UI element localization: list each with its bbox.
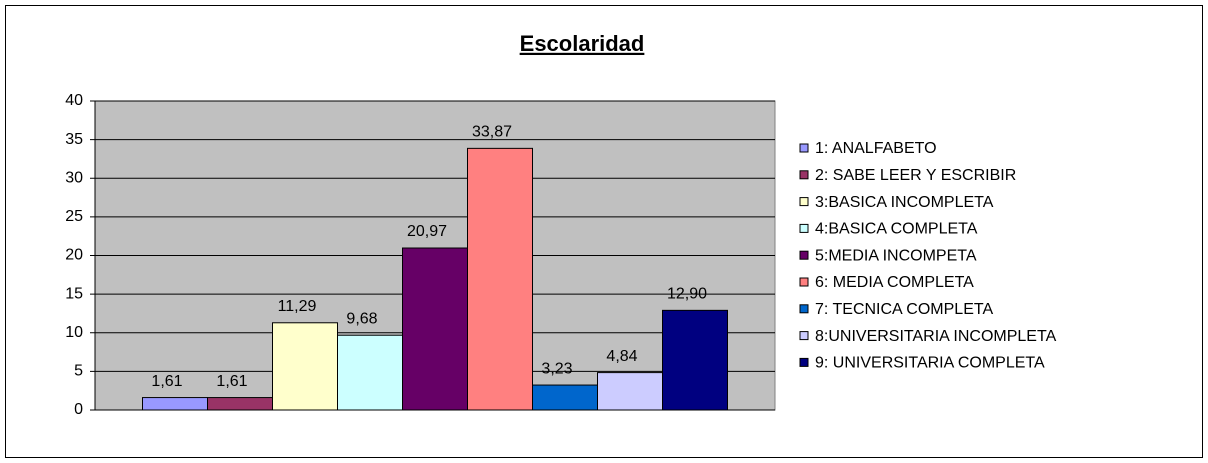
bar bbox=[272, 322, 338, 411]
legend-swatch bbox=[799, 197, 809, 207]
legend-label: 7: TECNICA COMPLETA bbox=[815, 301, 993, 318]
y-tick-label: 30 bbox=[65, 169, 83, 186]
data-label: 1,61 bbox=[216, 373, 247, 390]
y-tick-label: 40 bbox=[65, 92, 83, 109]
y-tick-label: 25 bbox=[65, 208, 83, 225]
y-tick-label: 10 bbox=[65, 324, 83, 341]
y-tick-label: 15 bbox=[65, 285, 83, 302]
bar bbox=[467, 147, 533, 411]
legend-label: 4:BASICA COMPLETA bbox=[815, 221, 978, 238]
legend-label: 8:UNIVERSITARIA INCOMPLETA bbox=[815, 328, 1057, 345]
legend-swatch bbox=[799, 250, 809, 260]
y-tick-label: 20 bbox=[65, 247, 83, 264]
legend-swatch bbox=[799, 223, 809, 233]
legend-label: 3:BASICA INCOMPLETA bbox=[815, 194, 994, 211]
data-label: 11,29 bbox=[278, 298, 317, 315]
bar bbox=[337, 334, 403, 411]
legend-label: 6: MEDIA COMPLETA bbox=[815, 274, 974, 291]
bar bbox=[597, 372, 663, 411]
bar bbox=[142, 397, 208, 411]
data-label: 9,68 bbox=[346, 310, 377, 327]
bar bbox=[662, 309, 728, 411]
bar bbox=[207, 397, 273, 411]
data-label: 12,90 bbox=[667, 286, 707, 303]
legend-swatch bbox=[799, 357, 809, 367]
legend-swatch bbox=[799, 170, 809, 180]
legend-label: 5:MEDIA INCOMPETA bbox=[815, 247, 977, 264]
y-tick-label: 35 bbox=[65, 131, 83, 148]
legend-label: 1: ANALFABETO bbox=[815, 140, 937, 157]
data-label: 3,23 bbox=[541, 360, 572, 377]
legend-swatch bbox=[799, 304, 809, 314]
data-label: 1,61 bbox=[151, 373, 182, 390]
y-tick-label: 0 bbox=[74, 401, 83, 418]
data-label: 20,97 bbox=[407, 223, 447, 240]
bar bbox=[532, 384, 598, 411]
legend-swatch bbox=[799, 143, 809, 153]
legend-label: 2: SABE LEER Y ESCRIBIR bbox=[815, 167, 1016, 184]
data-label: 33,87 bbox=[472, 124, 512, 141]
legend-swatch bbox=[799, 277, 809, 287]
data-label: 4,84 bbox=[606, 348, 637, 365]
legend-label: 9: UNIVERSITARIA COMPLETA bbox=[815, 355, 1045, 372]
legend-swatch bbox=[799, 331, 809, 341]
bar bbox=[402, 247, 468, 411]
chart-title: Escolaridad bbox=[520, 31, 645, 56]
y-tick-label: 5 bbox=[74, 363, 83, 380]
